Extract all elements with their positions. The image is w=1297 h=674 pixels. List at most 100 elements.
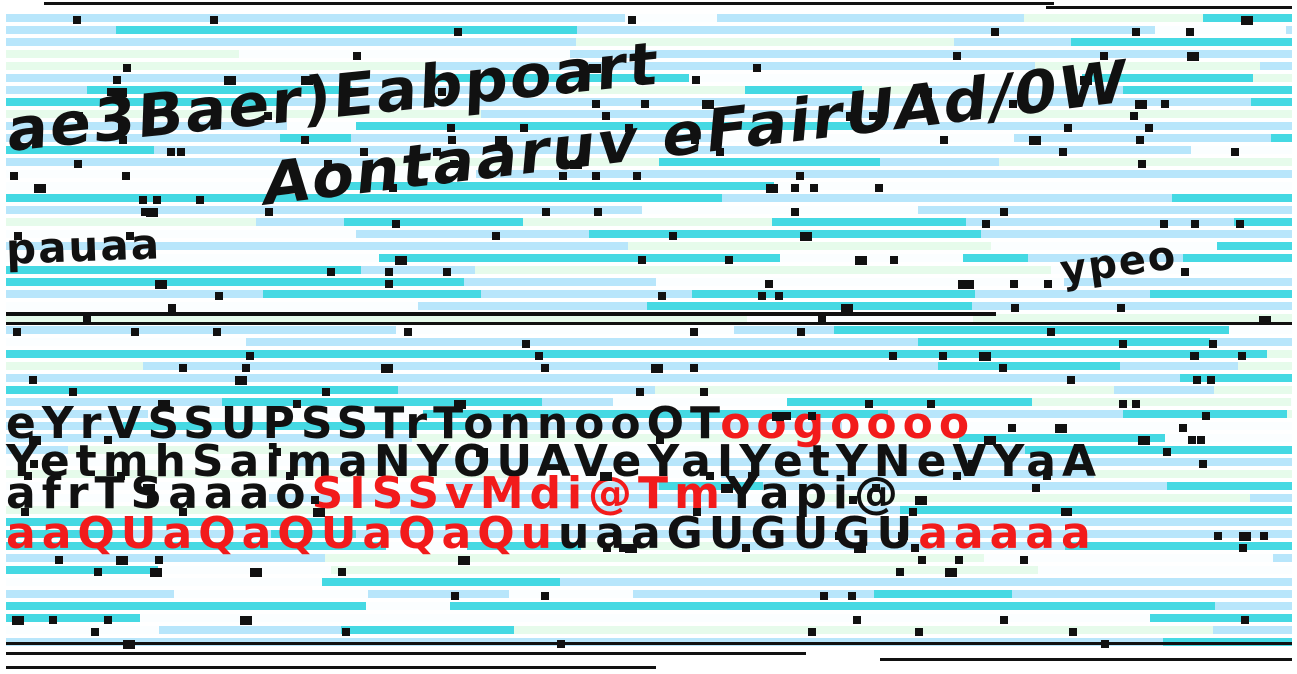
tick-mark — [495, 136, 507, 145]
stripe-segment — [366, 602, 450, 610]
stripe-segment — [451, 446, 590, 454]
stripe-segment — [6, 290, 263, 298]
stripe-segment — [280, 134, 351, 142]
stripe-segment — [576, 38, 954, 46]
stripe-segment — [747, 266, 1051, 274]
stripe-segment — [689, 74, 1082, 82]
stripe-segment — [352, 86, 561, 94]
tick-mark — [1008, 424, 1016, 432]
stripe-segment — [834, 326, 1229, 334]
tick-mark — [123, 640, 135, 649]
tick-mark — [34, 184, 46, 193]
stripe-segment — [889, 110, 980, 118]
stripe-segment — [1150, 290, 1292, 298]
stripe-segment — [590, 446, 748, 454]
tick-mark — [286, 472, 294, 480]
tick-mark — [1190, 352, 1198, 360]
stripe-segment — [1014, 134, 1118, 142]
tick-mark — [896, 568, 904, 576]
stripe-segment — [379, 14, 625, 22]
stripe-segment — [6, 506, 390, 514]
stripe-segment — [6, 602, 366, 610]
stripe-segment — [780, 254, 963, 262]
stripe-segment — [6, 434, 258, 442]
tick-mark — [122, 172, 130, 180]
tick-mark — [215, 292, 223, 300]
tick-mark — [1202, 412, 1210, 420]
stripe-segment — [213, 362, 516, 370]
stripe-segment — [526, 194, 722, 202]
tick-mark — [953, 472, 961, 480]
tick-mark — [796, 172, 804, 180]
tick-mark — [808, 412, 816, 420]
stripe-segment — [246, 338, 538, 346]
tick-mark — [116, 556, 128, 565]
stripe-segment — [313, 518, 487, 526]
tick-mark — [1064, 124, 1072, 132]
tick-mark — [1186, 28, 1194, 36]
tick-mark — [196, 196, 204, 204]
stripe-segment — [6, 458, 291, 466]
stripe-segment — [1234, 218, 1292, 226]
tick-mark — [293, 400, 301, 408]
tick-mark — [602, 112, 610, 120]
tick-mark — [875, 184, 883, 192]
tick-mark — [1043, 472, 1051, 480]
stripe-segment — [642, 206, 918, 214]
tick-mark — [74, 160, 82, 168]
stripe-segment — [456, 458, 932, 466]
tick-mark — [775, 292, 783, 300]
stripe-segment — [6, 230, 356, 238]
stripe-segment — [6, 386, 398, 394]
tick-mark — [113, 76, 121, 84]
stripe-segment — [959, 434, 1165, 442]
tick-mark — [1130, 112, 1138, 120]
stripe-segment — [793, 170, 875, 178]
stripe-segment — [1191, 146, 1292, 154]
tick-mark — [107, 88, 115, 96]
tick-mark — [126, 232, 134, 240]
stripe-segment — [1082, 74, 1253, 82]
tick-mark — [945, 568, 957, 577]
tick-mark — [535, 352, 543, 360]
tick-mark — [322, 388, 330, 396]
stripe-segment — [281, 98, 593, 106]
stripe-segment — [837, 446, 961, 454]
tick-mark — [909, 508, 917, 516]
tick-mark — [1132, 400, 1140, 408]
tick-mark — [55, 556, 63, 564]
tick-mark — [889, 352, 897, 360]
tick-mark — [520, 124, 528, 132]
stripe-segment — [745, 86, 862, 94]
tick-mark — [542, 208, 550, 216]
section-divider — [6, 312, 996, 316]
stripe-segment — [509, 590, 633, 598]
table-cell-highlight: SISSvMdi@Tm — [311, 468, 726, 519]
tick-mark — [955, 556, 963, 564]
bottom-rule-4 — [6, 666, 656, 669]
stripe-segment — [6, 374, 454, 382]
tick-mark — [758, 292, 766, 300]
tick-mark — [742, 544, 750, 552]
stripe-segment — [507, 506, 900, 514]
tick-mark — [13, 328, 21, 336]
tick-mark — [476, 448, 488, 457]
tick-mark — [848, 592, 856, 600]
stripe-segment — [1215, 602, 1292, 610]
stripe-segment — [1012, 590, 1292, 598]
stripe-segment — [1287, 410, 1292, 418]
tick-mark — [1163, 448, 1171, 456]
stripe-segment — [386, 542, 467, 550]
tick-mark — [658, 292, 666, 300]
tick-mark — [865, 400, 873, 408]
stripe-segment — [918, 338, 1101, 346]
stripe-segment — [123, 422, 473, 430]
stripe-segment — [932, 458, 1292, 466]
tick-mark — [224, 76, 236, 85]
tick-mark — [522, 340, 530, 348]
stripe-segment — [659, 158, 880, 166]
stripe-segment — [6, 50, 239, 58]
stripe-segment — [412, 434, 841, 442]
tick-mark — [869, 112, 877, 120]
